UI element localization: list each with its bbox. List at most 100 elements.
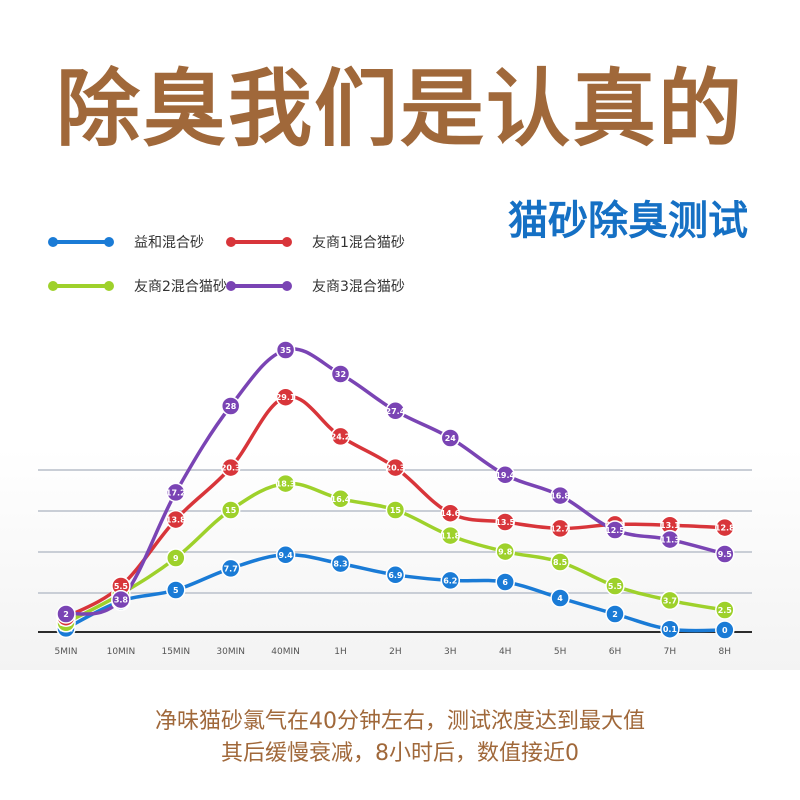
data-label-s0-2: 5 <box>173 586 179 595</box>
data-label-s0-8: 6 <box>502 578 508 587</box>
data-point-s0-3 <box>220 558 241 579</box>
data-point-s2-2 <box>166 509 186 530</box>
data-label-s2-2: 13.8 <box>166 516 186 525</box>
data-point-s1-8 <box>495 541 515 562</box>
x-tick-label-6: 2H <box>389 647 402 657</box>
legend-item-competitor-3: 友商3混合猫砂 <box>226 276 405 296</box>
data-point-s2-8 <box>495 512 515 532</box>
x-tick-label-5: 1H <box>334 647 347 657</box>
data-label-s0-10: 2 <box>612 610 618 619</box>
data-label-s1-9: 8.5 <box>553 558 568 567</box>
data-label-s0-4: 9.4 <box>279 551 294 560</box>
data-point-s2-9 <box>550 518 570 539</box>
data-label-s0-12: 0 <box>722 626 728 635</box>
data-label-s3-2: 17.2 <box>166 488 186 497</box>
data-label-s0-7: 6.2 <box>443 576 457 585</box>
x-tick-label-12: 8H <box>719 647 732 657</box>
data-label-s0-6: 6.9 <box>388 571 403 580</box>
data-label-s3-4: 35 <box>280 346 292 355</box>
footer-caption: 净味猫砂氯气在40分钟左右，测试浓度达到最大值 其后缓慢衰减，8小时后，数值接近… <box>0 706 800 770</box>
data-point-s1-10 <box>605 576 625 596</box>
headline: 除臭我们是认真的 <box>55 60 744 158</box>
x-tick-label-3: 30MIN <box>216 647 245 657</box>
data-label-s1-11: 3.7 <box>663 596 677 605</box>
x-tick-label-0: 5MIN <box>55 647 78 657</box>
legend-swatch-competitor-1 <box>226 237 292 247</box>
data-point-s0-5 <box>330 553 351 574</box>
subheadline: 猫砂除臭测试 <box>508 198 748 244</box>
data-point-s1-2 <box>166 548 186 568</box>
data-point-s3-2 <box>166 482 186 503</box>
data-point-s0-4 <box>275 545 296 565</box>
data-point-s3-3 <box>220 396 241 416</box>
footer-line-1: 净味猫砂氯气在40分钟左右，测试浓度达到最大值 <box>155 709 645 734</box>
data-label-s2-7: 14.6 <box>440 509 460 518</box>
data-point-s3-5 <box>330 364 351 384</box>
data-point-s0-6 <box>385 565 406 585</box>
data-label-s3-1: 3.8 <box>114 596 129 605</box>
x-tick-label-7: 3H <box>444 647 457 657</box>
data-label-s3-3: 28 <box>225 402 237 411</box>
data-label-s0-3: 7.7 <box>224 564 238 573</box>
data-point-s3-1 <box>111 589 131 610</box>
data-label-s1-10: 5.5 <box>608 582 623 591</box>
data-point-s2-5 <box>330 426 351 447</box>
legend-item-competitor-2: 友商2混合猫砂 <box>48 276 227 296</box>
data-point-s0-2 <box>166 580 186 600</box>
data-point-s2-6 <box>385 457 406 478</box>
legend-swatch-yihe <box>48 237 114 247</box>
legend-label-yihe: 益和混合砂 <box>134 235 204 251</box>
data-label-s2-12: 12.8 <box>715 524 735 533</box>
data-point-s1-12 <box>715 600 735 620</box>
data-label-s0-11: 0.1 <box>663 625 678 634</box>
data-point-s1-9 <box>550 552 570 572</box>
x-tick-label-2: 15MIN <box>161 647 190 657</box>
data-point-s2-7 <box>440 503 461 523</box>
data-label-s3-5: 32 <box>335 370 346 379</box>
data-label-s1-12: 2.5 <box>718 606 733 615</box>
x-tick-label-11: 7H <box>664 647 677 657</box>
data-point-s1-4 <box>275 473 296 494</box>
legend-item-competitor-1: 友商1混合猫砂 <box>226 232 405 252</box>
data-label-s1-4: 18.3 <box>276 480 296 489</box>
data-label-s3-12: 9.5 <box>718 550 733 559</box>
data-point-s1-7 <box>440 525 461 546</box>
legend-label-competitor-3: 友商3混合猫砂 <box>312 279 405 295</box>
legend-swatch-competitor-3 <box>226 281 292 291</box>
data-point-s0-7 <box>440 570 461 591</box>
data-label-s2-9: 12.7 <box>550 524 570 533</box>
data-label-s1-6: 15 <box>390 506 402 515</box>
data-point-s0-8 <box>495 572 515 592</box>
footer-line-2: 其后缓慢衰减，8小时后，数值接近0 <box>221 741 579 766</box>
data-point-s2-12 <box>715 517 735 538</box>
data-label-s3-8: 19.4 <box>495 471 515 480</box>
data-label-s1-5: 16.4 <box>331 495 351 504</box>
data-point-s0-9 <box>550 588 570 608</box>
data-label-s2-1: 5.5 <box>114 582 129 591</box>
data-label-s1-7: 11.8 <box>440 532 460 541</box>
data-point-s3-10 <box>605 520 625 540</box>
data-label-s0-5: 8.3 <box>333 560 347 569</box>
data-point-s2-4 <box>275 387 296 407</box>
data-point-s1-6 <box>385 500 406 520</box>
data-label-s3-6: 27.4 <box>386 407 406 416</box>
data-label-s1-8: 9.8 <box>498 548 513 557</box>
data-point-s3-12 <box>715 544 735 564</box>
legend-swatch-competitor-2 <box>48 281 114 291</box>
legend-label-competitor-1: 友商1混合猫砂 <box>312 235 405 251</box>
data-point-s1-11 <box>660 590 680 611</box>
data-point-s0-12 <box>715 620 735 640</box>
data-point-s3-0 <box>56 604 76 624</box>
data-point-s0-11 <box>660 619 680 639</box>
data-point-s3-4 <box>275 340 296 360</box>
data-label-s3-7: 24 <box>445 434 457 443</box>
data-label-s2-11: 13.1 <box>660 521 680 530</box>
legend-label-competitor-2: 友商2混合猫砂 <box>134 279 227 295</box>
x-tick-label-1: 10MIN <box>107 647 136 657</box>
data-label-s3-10: 12.5 <box>605 526 625 535</box>
data-point-s2-3 <box>220 457 241 478</box>
data-label-s0-9: 4 <box>557 594 563 603</box>
data-point-s1-5 <box>330 489 351 509</box>
x-tick-label-4: 40MIN <box>271 647 300 657</box>
